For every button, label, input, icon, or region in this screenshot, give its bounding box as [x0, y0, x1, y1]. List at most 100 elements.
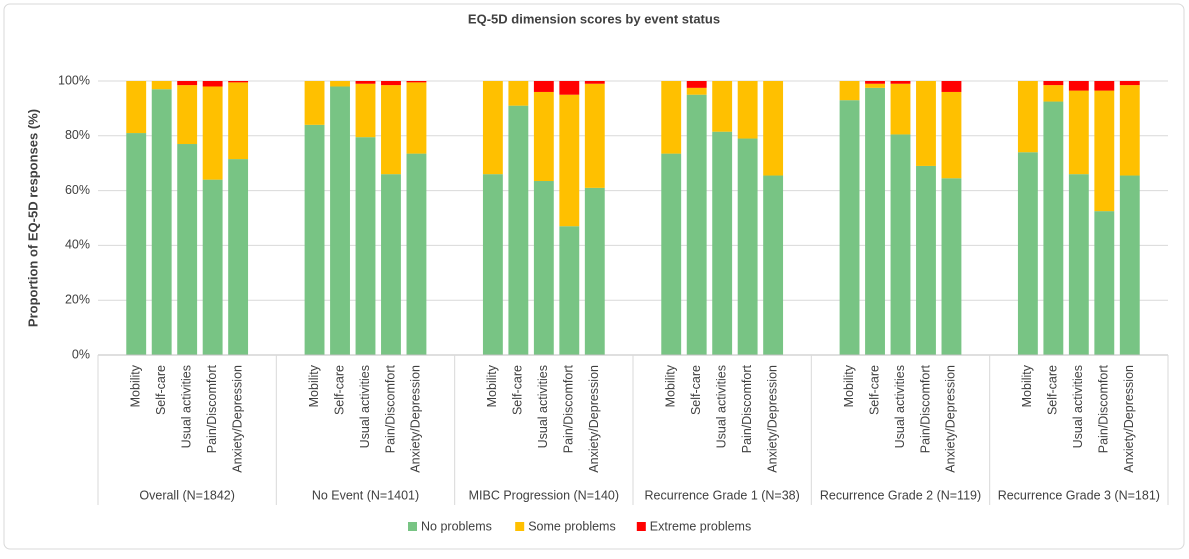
- x-tick-label: Anxiety/Depression: [1122, 365, 1136, 473]
- bar-segment: [865, 83, 885, 88]
- bar-segment: [559, 94, 580, 227]
- x-tick-label: Pain/Discomfort: [740, 364, 754, 453]
- bar-segment: [202, 86, 223, 180]
- bar-segment: [737, 138, 758, 355]
- x-tick-label: Anxiety/Depression: [944, 365, 958, 473]
- bar-segment: [865, 87, 885, 355]
- x-tick-label: Mobility: [842, 364, 856, 407]
- x-tick-label: Usual activities: [536, 365, 550, 448]
- bar-segment: [508, 81, 529, 106]
- group-label: Recurrence Grade 1 (N=38): [645, 488, 800, 502]
- x-tick-label: Mobility: [485, 364, 499, 407]
- legend-swatch: [408, 522, 417, 531]
- x-tick-label: Mobility: [307, 364, 321, 407]
- bar-segment: [686, 87, 707, 95]
- bar-segment: [712, 81, 733, 132]
- bar-segment: [941, 91, 962, 179]
- x-tick-label: Anxiety/Depression: [230, 365, 244, 473]
- x-tick-label: Self-care: [154, 365, 168, 415]
- bar-segment: [941, 81, 962, 92]
- bar-segment: [228, 159, 249, 355]
- bar-segment: [304, 124, 325, 355]
- legend-swatch: [515, 522, 525, 531]
- x-tick-label: Anxiety/Depression: [765, 365, 779, 473]
- bar-segment: [126, 133, 147, 355]
- x-tick-label: Mobility: [1020, 364, 1034, 407]
- x-tick-label: Mobility: [664, 364, 678, 407]
- group-label: MIBC Progression (N=140): [469, 488, 619, 502]
- bar-segment: [508, 105, 529, 355]
- bar-segment: [584, 83, 605, 188]
- bar-segment: [381, 81, 401, 86]
- y-tick-label: 40%: [65, 238, 90, 252]
- bar-segment: [482, 174, 503, 355]
- bar-segment: [1017, 81, 1038, 153]
- bar-segment: [355, 83, 376, 138]
- bar-segment: [151, 81, 172, 90]
- x-tick-label: Pain/Discomfort: [918, 364, 932, 453]
- x-tick-label: Pain/Discomfort: [562, 364, 576, 453]
- x-tick-label: Pain/Discomfort: [1097, 364, 1111, 453]
- bar-segment: [381, 85, 401, 175]
- legend-label: Extreme problems: [650, 519, 751, 533]
- bar-segment: [330, 81, 350, 87]
- bar-segment: [1094, 211, 1115, 355]
- bar-segment: [890, 83, 911, 135]
- bar-segment: [228, 81, 249, 83]
- bar-segment: [1094, 90, 1115, 212]
- bar-segment: [330, 86, 350, 355]
- bar-segment: [355, 137, 376, 355]
- bar-segment: [559, 226, 580, 355]
- x-tick-label: Pain/Discomfort: [205, 364, 219, 453]
- x-tick-label: Usual activities: [179, 365, 193, 448]
- bar-segment: [1043, 85, 1064, 102]
- legend-label: Some problems: [528, 519, 616, 533]
- x-tick-label: Self-care: [511, 365, 525, 415]
- bar-segment: [533, 81, 554, 92]
- x-tick-label: Anxiety/Depression: [409, 365, 423, 473]
- legend-label: No problems: [421, 519, 492, 533]
- x-tick-label: Self-care: [1046, 365, 1060, 415]
- bar-segment: [151, 89, 172, 355]
- bar-segment: [839, 100, 860, 356]
- bar-segment: [177, 144, 198, 355]
- bar-segment: [1119, 85, 1140, 176]
- bar-segment: [482, 81, 503, 175]
- bar-segment: [1119, 81, 1140, 86]
- legend-swatch: [636, 522, 646, 531]
- group-label: Recurrence Grade 2 (N=119): [820, 488, 981, 502]
- bar-segment: [1017, 152, 1038, 355]
- bar-segment: [865, 81, 885, 84]
- y-tick-label: 100%: [58, 73, 90, 87]
- x-tick-label: Usual activities: [714, 365, 728, 448]
- bar-segment: [355, 81, 376, 84]
- x-tick-label: Usual activities: [893, 365, 907, 448]
- x-tick-label: Anxiety/Depression: [587, 365, 601, 473]
- bar-segment: [406, 81, 427, 83]
- bar-segment: [584, 187, 605, 355]
- group-label: Recurrence Grade 3 (N=181): [998, 488, 1160, 502]
- bar-segment: [1094, 81, 1115, 91]
- bar-segment: [177, 85, 198, 145]
- y-tick-label: 20%: [65, 292, 90, 306]
- bar-segment: [559, 81, 580, 95]
- x-tick-label: Self-care: [867, 365, 881, 415]
- chart-title: EQ-5D dimension scores by event status: [468, 11, 720, 26]
- x-tick-label: Mobility: [129, 364, 143, 407]
- bar-segment: [916, 165, 936, 355]
- bar-segment: [202, 179, 223, 355]
- x-tick-label: Self-care: [689, 365, 703, 415]
- bar-segment: [406, 82, 427, 154]
- x-tick-label: Usual activities: [358, 365, 372, 448]
- bar-segment: [890, 81, 911, 84]
- bar-segment: [381, 174, 401, 355]
- bar-segment: [1119, 175, 1140, 355]
- bar-segment: [737, 81, 758, 139]
- bar-segment: [1068, 174, 1089, 355]
- bar-segment: [126, 81, 147, 134]
- bar-segment: [533, 91, 554, 182]
- bar-segment: [686, 81, 707, 88]
- bar-segment: [941, 178, 962, 355]
- x-tick-label: Pain/Discomfort: [383, 364, 397, 453]
